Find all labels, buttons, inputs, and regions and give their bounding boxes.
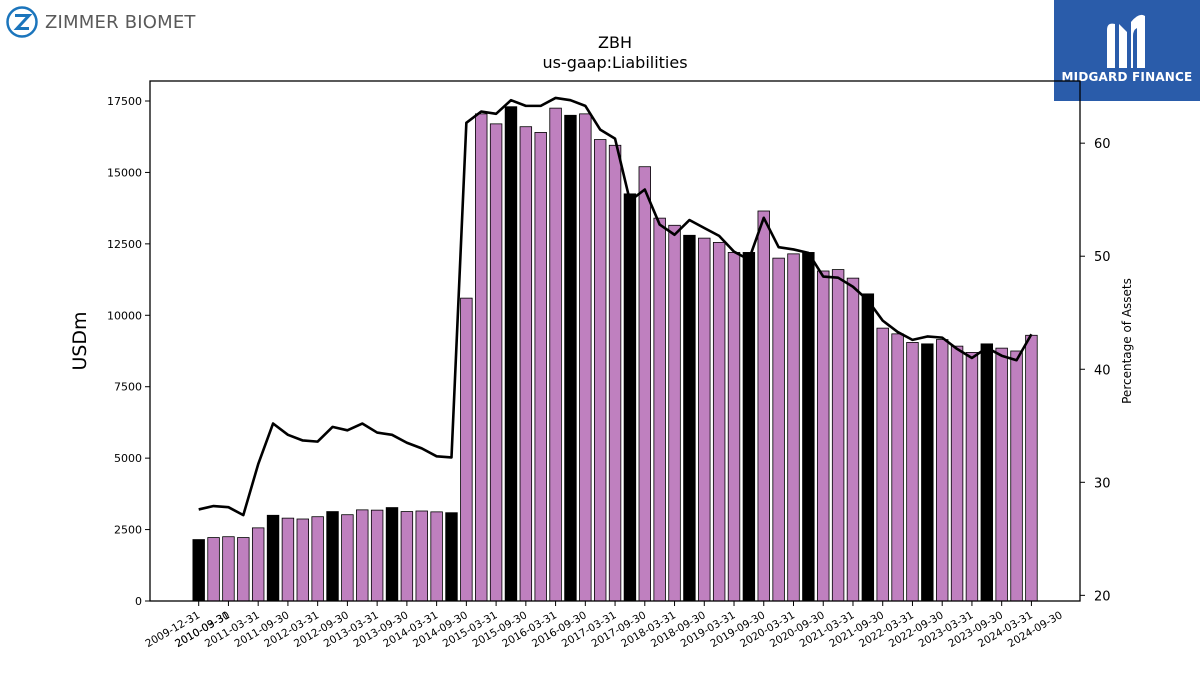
bar bbox=[698, 237, 711, 602]
bar bbox=[921, 343, 934, 602]
y2-tick-label: 50 bbox=[1094, 250, 1111, 265]
bar bbox=[415, 510, 428, 602]
bar bbox=[356, 509, 369, 602]
bar bbox=[549, 107, 562, 602]
bar bbox=[281, 517, 295, 602]
bar bbox=[534, 132, 547, 602]
bar bbox=[296, 518, 309, 602]
y2-tick-label: 30 bbox=[1094, 476, 1111, 491]
y-tick-label: 5000 bbox=[114, 452, 142, 465]
y2-tick-label: 60 bbox=[1094, 137, 1111, 152]
chart-subtitle: us-gaap:Liabilities bbox=[542, 53, 687, 72]
bar bbox=[980, 343, 994, 602]
bar bbox=[489, 123, 503, 602]
y-tick-label: 17500 bbox=[107, 95, 142, 108]
bar bbox=[831, 269, 845, 602]
bar bbox=[727, 252, 741, 602]
bar bbox=[965, 352, 979, 602]
y-tick-label: 2500 bbox=[114, 524, 142, 537]
midgard-m-icon bbox=[1107, 14, 1145, 69]
bar bbox=[891, 333, 904, 602]
bar bbox=[817, 270, 830, 602]
bar bbox=[742, 252, 756, 602]
bar bbox=[936, 339, 949, 602]
bar bbox=[772, 257, 785, 602]
y-axis: 0 2500 5000 7500 10000 12500 15000 17500 bbox=[107, 95, 150, 608]
bar bbox=[222, 536, 235, 602]
zimmer-biomet-z-icon bbox=[6, 6, 38, 38]
bar bbox=[623, 193, 637, 602]
bar bbox=[608, 144, 622, 602]
midgard-watermark: MIDGARD FINANCE bbox=[1054, 0, 1200, 101]
bar bbox=[460, 297, 473, 602]
bar bbox=[341, 514, 354, 602]
company-logo: ZIMMER BIOMET bbox=[6, 6, 196, 38]
bar bbox=[370, 509, 384, 602]
bar bbox=[207, 537, 220, 602]
bar bbox=[430, 511, 443, 602]
bar bbox=[192, 539, 205, 602]
y2-axis-label: Percentage of Assets bbox=[1120, 278, 1134, 404]
bar bbox=[876, 327, 889, 602]
chart-title: ZBH bbox=[598, 33, 632, 52]
y-tick-label: 12500 bbox=[107, 238, 142, 251]
bar bbox=[712, 242, 726, 602]
midgard-name: MIDGARD FINANCE bbox=[1061, 70, 1193, 84]
bar bbox=[1025, 334, 1038, 602]
y-tick-label: 10000 bbox=[107, 309, 142, 322]
percentage-line bbox=[198, 96, 1033, 517]
company-name: ZIMMER BIOMET bbox=[45, 11, 196, 33]
bar bbox=[668, 224, 681, 602]
bar bbox=[326, 511, 339, 602]
bar bbox=[683, 234, 696, 602]
bar bbox=[1010, 350, 1023, 602]
y2-tick-label: 20 bbox=[1094, 589, 1111, 604]
bar bbox=[266, 514, 280, 602]
y-tick-label: 15000 bbox=[107, 166, 142, 179]
bar bbox=[475, 113, 488, 602]
bar bbox=[593, 139, 607, 602]
bar bbox=[251, 527, 265, 602]
y-tick-label: 0 bbox=[135, 595, 142, 608]
bar bbox=[504, 106, 518, 602]
bar bbox=[564, 114, 577, 602]
bar bbox=[638, 166, 652, 602]
y2-tick-label: 40 bbox=[1094, 363, 1111, 378]
bar bbox=[906, 342, 919, 602]
bar bbox=[653, 217, 666, 602]
line-series bbox=[198, 96, 1033, 517]
bar bbox=[846, 277, 860, 602]
bar bbox=[787, 253, 800, 602]
bar bbox=[802, 252, 815, 602]
bar-series bbox=[192, 106, 1038, 602]
bar bbox=[995, 347, 1008, 602]
bar bbox=[445, 512, 458, 602]
bar bbox=[385, 507, 399, 602]
bar bbox=[861, 293, 875, 602]
bar bbox=[757, 210, 770, 602]
bar bbox=[579, 113, 592, 602]
y-tick-label: 7500 bbox=[114, 381, 142, 394]
y2-axis: 20 30 40 50 60 bbox=[1080, 137, 1111, 604]
x-axis: 2009-12-312010-03-312010-09-302011-03-31… bbox=[143, 601, 1065, 650]
bar bbox=[311, 516, 324, 602]
bar bbox=[400, 511, 414, 602]
bar bbox=[237, 537, 250, 602]
y-axis-label: USDm bbox=[69, 311, 91, 370]
bar bbox=[950, 345, 964, 602]
bar bbox=[519, 126, 533, 602]
